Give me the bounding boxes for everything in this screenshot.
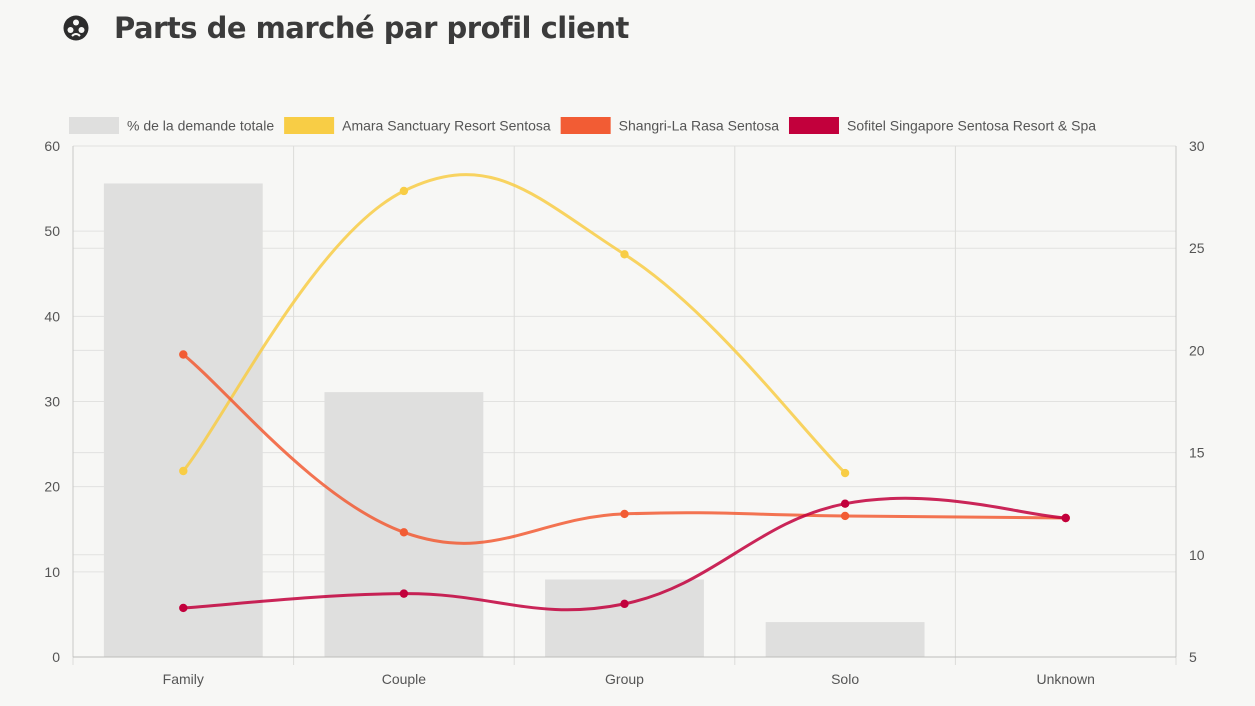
data-point-2 [840, 499, 850, 508]
series-line-1 [182, 353, 1066, 545]
chart-header: Parts de marché par profil client [62, 8, 629, 48]
legend-swatch [560, 117, 611, 134]
data-point-0 [399, 186, 409, 196]
legend-label: Amara Sanctuary Resort Sentosa [342, 118, 551, 134]
axes: 0 10 20 30 40 50 60 5 10 15 20 25 30 Family Couple Grou… [44, 138, 1204, 687]
bar-family [103, 183, 263, 657]
data-point-2 [399, 589, 409, 598]
x-tick-label-group: Group [605, 671, 644, 687]
y-right-tick-label: 5 [1189, 649, 1197, 665]
bar-group [545, 579, 704, 657]
data-point-1 [620, 509, 629, 519]
legend-label: % de la demande totale [127, 118, 274, 134]
legend-label: Sofitel Singapore Sentosa Resort & Spa [847, 118, 1096, 134]
data-point-1 [399, 528, 409, 537]
series-line-0 [182, 173, 847, 475]
data-point-2 [1061, 513, 1070, 523]
y-left-tick-label: 50 [44, 223, 60, 239]
y-left-tick-label: 30 [44, 394, 60, 410]
page-title: Parts de marché par profil client [114, 11, 629, 45]
x-tick-label-couple: Couple [382, 671, 427, 687]
bar-couple [324, 392, 484, 657]
y-right-tick-label: 30 [1189, 138, 1205, 154]
y-left-tick-label: 40 [44, 308, 60, 324]
y-left-tick-label: 20 [44, 479, 60, 495]
y-right-tick-label: 10 [1189, 547, 1205, 563]
data-point-2 [620, 599, 629, 609]
y-left-tick-label: 10 [44, 564, 60, 580]
legend-label: Shangri-La Rasa Sentosa [619, 118, 780, 134]
data-point-0 [179, 466, 188, 476]
legend-swatch [284, 117, 335, 134]
legend-item-2[interactable]: Shangri-La Rasa Sentosa [560, 117, 780, 134]
y-right-tick-label: 20 [1189, 342, 1205, 358]
legend-item-0[interactable]: % de la demande totale [69, 117, 274, 134]
data-point-1 [840, 511, 850, 521]
legend-item-3[interactable]: Sofitel Singapore Sentosa Resort & Spa [788, 117, 1096, 134]
legend-item-1[interactable]: Amara Sanctuary Resort Sentosa [284, 117, 551, 134]
data-point-0 [840, 468, 850, 478]
legend-swatch [69, 117, 119, 134]
y-left-tick-label: 60 [44, 138, 60, 154]
legend[interactable]: % de la demande totale Amara Sanctuary Re… [69, 117, 1096, 134]
data-point-0 [620, 250, 629, 259]
y-left-tick-label: 0 [52, 649, 60, 665]
bar-solo [765, 622, 925, 657]
x-tick-label-unknown: Unknown [1037, 671, 1095, 687]
legend-swatch [788, 117, 839, 134]
market-share-icon [62, 14, 90, 42]
x-tick-label-family: Family [163, 671, 204, 687]
lines [179, 173, 1070, 613]
x-tick-label-solo: Solo [831, 671, 859, 687]
y-right-tick-label: 15 [1189, 445, 1205, 461]
bars [103, 183, 925, 657]
data-point-2 [179, 603, 188, 613]
data-point-1 [179, 350, 188, 359]
y-right-tick-label: 25 [1189, 240, 1205, 256]
